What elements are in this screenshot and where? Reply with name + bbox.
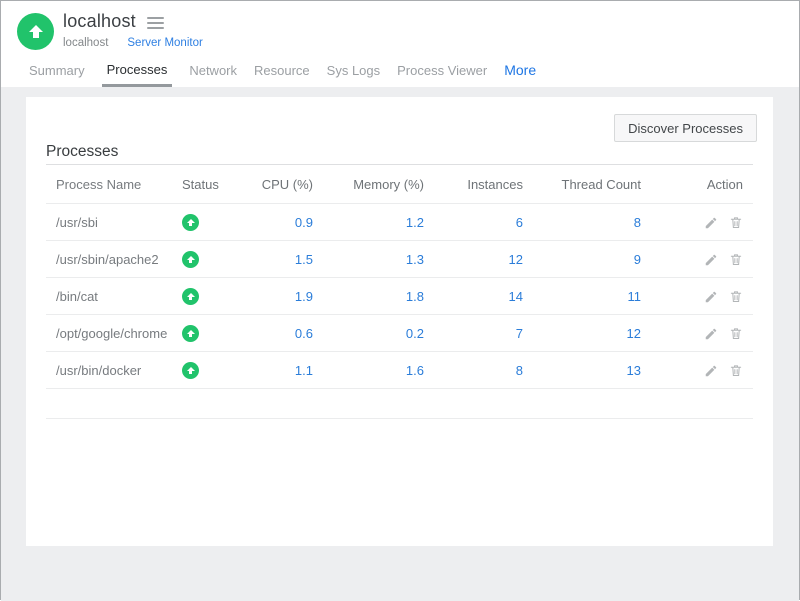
tab-resource[interactable]: Resource	[254, 63, 310, 78]
col-header-thread-count: Thread Count	[561, 176, 642, 192]
status-up-icon	[182, 250, 199, 268]
process-name-cell: /bin/cat	[56, 288, 98, 304]
edit-pencil-icon[interactable]	[704, 364, 718, 378]
page-title: localhost	[63, 11, 136, 31]
cpu-value-link[interactable]: 0.6	[294, 325, 313, 341]
process-name-cell: /usr/sbi	[56, 214, 98, 230]
memory-value-link[interactable]: 0.2	[405, 325, 424, 341]
breadcrumb: localhost Server Monitor	[63, 37, 203, 49]
action-cell	[641, 214, 753, 230]
status-cell	[181, 213, 233, 231]
process-name-cell: /usr/sbin/apache2	[56, 251, 159, 267]
tab-process-viewer[interactable]: Process Viewer	[397, 63, 488, 78]
cpu-value-link[interactable]: 1.1	[294, 362, 313, 378]
processes-panel: Discover Processes Processes Process Nam…	[26, 97, 773, 546]
edit-pencil-icon[interactable]	[704, 290, 718, 304]
table-row: /usr/sbin/apache2 1.5 1.3 12 9	[46, 241, 753, 278]
instances-value-link[interactable]: 12	[508, 251, 523, 267]
discover-processes-button[interactable]: Discover Processes	[614, 114, 757, 142]
breadcrumb-host: localhost	[63, 37, 109, 49]
col-header-status: Status	[182, 176, 219, 192]
threads-value-link[interactable]: 13	[626, 362, 641, 378]
delete-trash-icon[interactable]	[729, 289, 743, 304]
breadcrumb-server-monitor-link[interactable]: Server Monitor	[127, 37, 203, 49]
table-row: /usr/sbi 0.9 1.2 6 8	[46, 204, 753, 241]
process-name-cell: /opt/google/chrome	[56, 325, 168, 341]
action-cell	[641, 288, 753, 304]
status-cell	[181, 287, 233, 305]
threads-value-link[interactable]: 9	[633, 251, 641, 267]
action-cell	[641, 362, 753, 378]
content-area: Discover Processes Processes Process Nam…	[1, 87, 799, 601]
instances-value-link[interactable]: 8	[515, 362, 523, 378]
tab-processes[interactable]: Processes	[101, 62, 173, 87]
memory-value-link[interactable]: 1.2	[405, 214, 424, 230]
memory-value-link[interactable]: 1.6	[405, 362, 424, 378]
tab-bar: Summary Processes Network Resource Sys L…	[29, 62, 553, 87]
up-arrow-icon	[28, 25, 43, 38]
threads-value-link[interactable]: 12	[626, 325, 641, 341]
threads-value-link[interactable]: 11	[627, 288, 642, 304]
table-row: /bin/cat 1.9 1.8 14 11	[46, 278, 753, 315]
delete-trash-icon[interactable]	[729, 326, 743, 341]
instances-value-link[interactable]: 7	[515, 325, 523, 341]
monitor-status-avatar	[17, 13, 54, 50]
hamburger-menu-icon[interactable]	[146, 12, 164, 32]
col-header-memory: Memory (%)	[353, 176, 424, 192]
instances-value-link[interactable]: 6	[515, 214, 523, 230]
memory-value-link[interactable]: 1.8	[405, 288, 424, 304]
tab-network[interactable]: Network	[189, 63, 238, 78]
process-name-cell: /usr/bin/docker	[56, 362, 142, 378]
cpu-value-link[interactable]: 1.9	[294, 288, 313, 304]
status-up-icon	[182, 361, 199, 379]
delete-trash-icon[interactable]	[729, 215, 743, 230]
status-up-icon	[182, 213, 199, 231]
action-cell	[641, 251, 753, 267]
processes-table: Process Name Status CPU (%) Memory (%) I…	[46, 165, 753, 419]
instances-value-link[interactable]: 14	[508, 288, 523, 304]
tab-sys-logs[interactable]: Sys Logs	[326, 63, 381, 78]
tab-more[interactable]: More	[504, 62, 537, 78]
title-block: localhost localhost Server Monitor	[63, 11, 203, 49]
status-cell	[181, 250, 233, 268]
table-header-row: Process Name Status CPU (%) Memory (%) I…	[46, 165, 753, 204]
cpu-value-link[interactable]: 1.5	[294, 251, 313, 267]
app-header: localhost localhost Server Monitor Summa…	[1, 1, 799, 87]
delete-trash-icon[interactable]	[729, 363, 743, 378]
edit-pencil-icon[interactable]	[704, 216, 718, 230]
col-header-instances: Instances	[467, 176, 523, 192]
threads-value-link[interactable]: 8	[633, 214, 641, 230]
cpu-value-link[interactable]: 0.9	[294, 214, 313, 230]
status-up-icon	[182, 287, 199, 305]
edit-pencil-icon[interactable]	[704, 253, 718, 267]
edit-pencil-icon[interactable]	[704, 327, 718, 341]
section-title: Processes	[46, 97, 753, 165]
memory-value-link[interactable]: 1.3	[405, 251, 424, 267]
status-cell	[181, 361, 233, 379]
table-row: /usr/bin/docker 1.1 1.6 8 13	[46, 352, 753, 389]
table-empty-row	[46, 389, 753, 419]
table-row: /opt/google/chrome 0.6 0.2 7 12	[46, 315, 753, 352]
status-up-icon	[182, 324, 199, 342]
col-header-cpu: CPU (%)	[261, 176, 313, 192]
tab-summary[interactable]: Summary	[29, 63, 85, 78]
col-header-action: Action	[706, 176, 743, 192]
col-header-process-name: Process Name	[56, 176, 142, 192]
delete-trash-icon[interactable]	[729, 252, 743, 267]
action-cell	[641, 325, 753, 341]
status-cell	[181, 324, 233, 342]
